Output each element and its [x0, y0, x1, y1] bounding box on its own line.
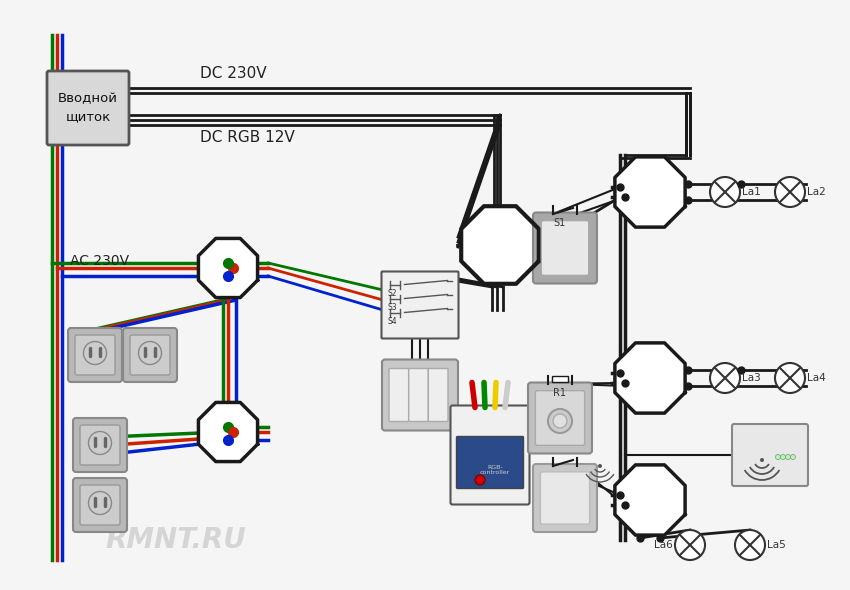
FancyBboxPatch shape [456, 437, 524, 489]
Circle shape [775, 454, 780, 460]
Circle shape [710, 177, 740, 207]
Circle shape [785, 454, 791, 460]
Circle shape [780, 454, 785, 460]
Text: RMNT.RU: RMNT.RU [105, 526, 246, 554]
Text: S1: S1 [554, 218, 566, 228]
Polygon shape [198, 238, 258, 297]
Circle shape [775, 363, 805, 393]
Text: La4: La4 [807, 373, 825, 383]
FancyBboxPatch shape [73, 418, 127, 472]
FancyBboxPatch shape [450, 405, 530, 504]
FancyBboxPatch shape [428, 369, 448, 421]
FancyBboxPatch shape [528, 382, 592, 454]
FancyBboxPatch shape [80, 485, 120, 525]
Text: S4: S4 [388, 317, 397, 326]
FancyBboxPatch shape [541, 472, 590, 524]
FancyBboxPatch shape [536, 391, 585, 445]
FancyBboxPatch shape [47, 71, 129, 145]
FancyBboxPatch shape [552, 376, 568, 382]
Circle shape [475, 475, 485, 485]
Circle shape [675, 530, 705, 560]
Text: S3: S3 [388, 303, 397, 313]
Polygon shape [615, 157, 685, 227]
Circle shape [710, 363, 740, 393]
Polygon shape [615, 343, 685, 413]
Circle shape [598, 464, 602, 468]
Text: DC 230V: DC 230V [200, 66, 267, 81]
Text: La5: La5 [767, 540, 785, 550]
FancyBboxPatch shape [732, 424, 808, 486]
Circle shape [775, 177, 805, 207]
Text: La6: La6 [654, 540, 673, 550]
Polygon shape [198, 402, 258, 461]
Circle shape [548, 409, 572, 433]
FancyBboxPatch shape [533, 212, 597, 284]
FancyBboxPatch shape [68, 328, 122, 382]
Text: AC 230V: AC 230V [70, 254, 129, 268]
Text: RGB-
controller: RGB- controller [480, 464, 510, 476]
Circle shape [760, 458, 764, 462]
Circle shape [735, 530, 765, 560]
Circle shape [790, 454, 796, 460]
FancyBboxPatch shape [80, 425, 120, 465]
FancyBboxPatch shape [130, 335, 170, 375]
FancyBboxPatch shape [541, 221, 589, 276]
Text: R1: R1 [553, 388, 566, 398]
FancyBboxPatch shape [123, 328, 177, 382]
Polygon shape [615, 465, 685, 535]
FancyBboxPatch shape [75, 335, 115, 375]
FancyBboxPatch shape [73, 478, 127, 532]
Text: La2: La2 [807, 187, 825, 197]
FancyBboxPatch shape [389, 369, 409, 421]
Text: S2: S2 [388, 290, 397, 299]
FancyBboxPatch shape [382, 359, 458, 431]
Text: DC RGB 12V: DC RGB 12V [200, 130, 295, 145]
Polygon shape [462, 206, 539, 284]
Text: La1: La1 [742, 187, 761, 197]
FancyBboxPatch shape [533, 464, 597, 532]
Circle shape [553, 414, 567, 428]
FancyBboxPatch shape [382, 271, 458, 339]
Text: Вводной
щиток: Вводной щиток [58, 93, 118, 123]
Text: La3: La3 [742, 373, 761, 383]
FancyBboxPatch shape [409, 369, 428, 421]
